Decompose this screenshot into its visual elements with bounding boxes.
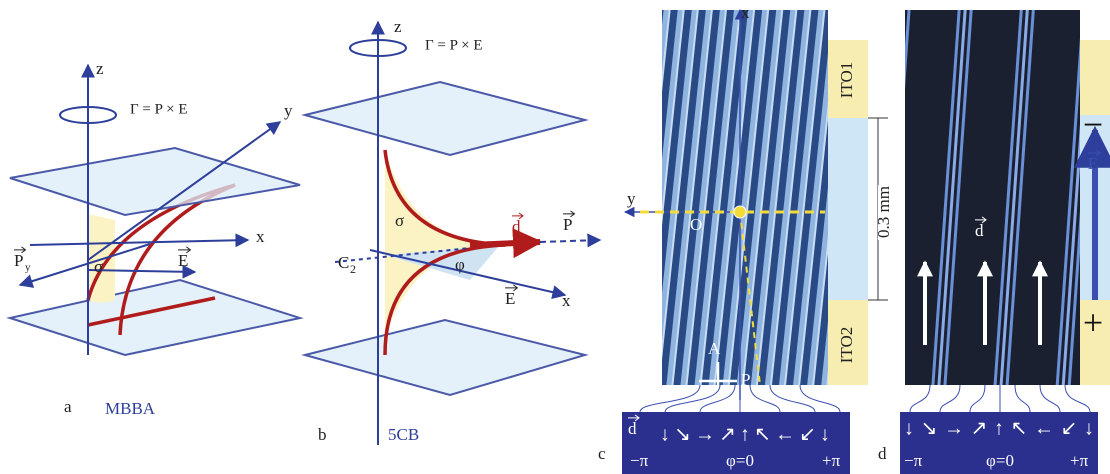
label: −π [904,451,923,470]
label: z [96,59,104,78]
label: y [627,189,636,208]
label: +π [1070,451,1089,470]
label: E [178,251,188,270]
label: O [690,215,702,234]
formula: Γ = P × E [130,101,188,117]
label: z [394,17,402,36]
director-arrows: ↓↘→↗↑↖←↙↓ [660,424,830,446]
axis [30,240,248,245]
label: ITO2 [837,327,856,364]
label: x [741,3,750,22]
label: A [708,339,721,358]
plane [10,280,300,355]
label: P [741,370,750,389]
label: −π [630,451,649,470]
panel-label: b [318,425,327,444]
label: E [1088,154,1098,173]
axis [540,240,600,242]
label: 2 [350,262,356,276]
label: P [563,215,572,234]
label: 0.3 mm [874,186,893,238]
panel-c: x ITO1 y O 0.3 mm A P ITO2 d ↓↘→↗↑↖←↙↓ −… [598,3,893,474]
director [470,242,540,245]
label: C [338,253,349,272]
label: − [1083,104,1103,144]
label: d [628,419,637,438]
label: σ [94,257,103,276]
plane [305,82,585,155]
label: d [975,221,984,240]
figure: z Γ = P × E y σ P y E x a MBBA z Γ = P ×… [0,0,1110,474]
label: P [14,251,23,270]
formula: Γ = P × E [425,37,483,53]
label: +π [822,451,841,470]
material: MBBA [105,399,156,418]
label: σ [395,211,404,230]
label: E [505,289,515,308]
material: 5CB [388,425,419,444]
label: ITO1 [837,62,856,99]
label: y [284,101,293,120]
label: + [1083,302,1103,342]
label: x [256,227,265,246]
plane [10,148,300,215]
panel-label: a [64,397,72,416]
plane [305,320,585,395]
label: x [562,291,571,310]
label: φ=0 [986,451,1014,470]
micrograph [662,10,828,385]
panel-label: c [598,444,606,463]
connector [640,385,840,412]
panel-label: d [878,444,887,463]
label: φ=0 [726,451,754,470]
panel-b: z Γ = P × E σ d P C 2 φ E x b 5CB [305,17,600,445]
micrograph [905,10,1080,385]
gap [828,118,868,300]
origin [734,206,746,218]
connector [910,385,1090,412]
label: y [25,262,31,274]
label: φ [455,255,465,274]
panel-a: z Γ = P × E y σ P y E x a MBBA [10,59,300,418]
panel-d: − E + d ↓↘→↗↑↖←↙↓ −π φ=0 +π d [878,10,1110,474]
label: d [512,217,521,236]
director-arrows: ↓↘→↗↑↖←↙↓ [904,418,1094,440]
